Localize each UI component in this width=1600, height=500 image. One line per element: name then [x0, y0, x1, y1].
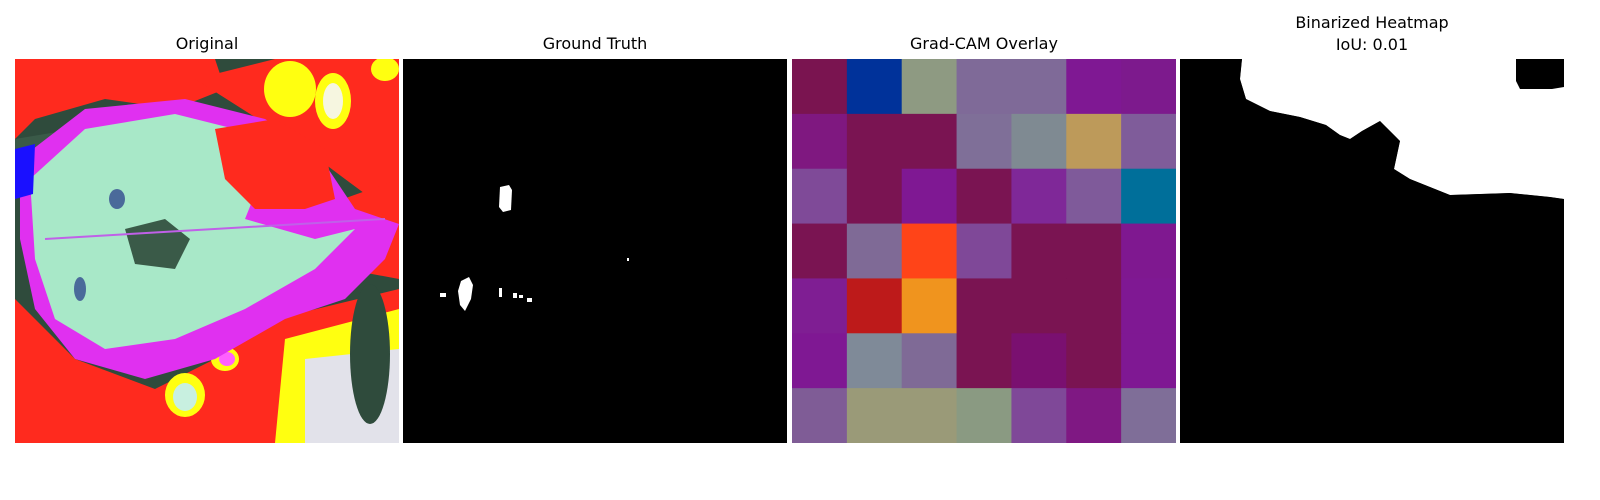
panel-ground-truth: Ground Truth — [403, 0, 787, 500]
gradcam-cell-3-1 — [846, 223, 903, 279]
gradcam-overlay — [792, 59, 1176, 443]
gradcam-cell-1-5 — [1066, 113, 1122, 170]
binarized-heatmap — [1180, 59, 1564, 443]
gradcam-cell-3-5 — [1066, 223, 1122, 279]
gradcam-cell-5-0 — [792, 333, 848, 389]
gradcam-cell-4-2 — [901, 278, 958, 334]
gradcam-cell-1-3 — [956, 113, 1012, 170]
gradcam-cell-3-4 — [1011, 223, 1067, 279]
gradcam-cell-0-4 — [1011, 59, 1067, 115]
panel-binarized: Binarized Heatmap IoU: 0.01 — [1180, 0, 1564, 500]
gradcam-cell-5-2 — [901, 333, 958, 389]
gradcam-cell-4-1 — [846, 278, 903, 334]
gradcam-cell-2-4 — [1011, 168, 1067, 225]
panel-original: Original — [15, 0, 399, 500]
gradcam-cell-6-0 — [792, 388, 848, 443]
gradcam-cell-6-1 — [846, 388, 903, 443]
gradcam-cell-5-6 — [1121, 333, 1176, 389]
gradcam-cell-2-6 — [1121, 168, 1176, 225]
gradcam-cell-0-3 — [956, 59, 1012, 115]
gradcam-cell-5-4 — [1011, 333, 1067, 389]
gradcam-cell-2-3 — [956, 168, 1012, 225]
gradcam-cell-0-6 — [1121, 59, 1176, 115]
gradcam-cell-1-1 — [846, 113, 903, 170]
gradcam-cell-1-6 — [1121, 113, 1176, 170]
gradcam-cell-0-5 — [1066, 59, 1122, 115]
gradcam-cell-5-5 — [1066, 333, 1122, 389]
panel-title-original: Original — [175, 34, 239, 53]
panel-subtitle-iou: IoU: 0.01 — [1335, 35, 1409, 54]
gradcam-cell-6-2 — [901, 388, 958, 443]
gradcam-cell-4-3 — [956, 278, 1012, 334]
gradcam-cell-1-0 — [792, 113, 848, 170]
gradcam-cell-0-2 — [901, 59, 958, 115]
gradcam-cell-6-5 — [1066, 388, 1122, 443]
panel-title-gradcam: Grad-CAM Overlay — [910, 34, 1058, 53]
gradcam-cell-2-2 — [901, 168, 958, 225]
gradcam-cell-0-1 — [846, 59, 903, 115]
gradcam-cell-5-1 — [846, 333, 903, 389]
gradcam-cell-3-3 — [956, 223, 1012, 279]
panel-title-ground-truth: Ground Truth — [542, 34, 648, 53]
gradcam-cell-2-1 — [846, 168, 903, 225]
gradcam-cell-6-4 — [1011, 388, 1067, 443]
gradcam-cell-0-0 — [792, 59, 848, 115]
gradcam-cell-6-6 — [1121, 388, 1176, 443]
gradcam-cell-4-4 — [1011, 278, 1067, 334]
gradcam-cell-6-3 — [956, 388, 1012, 443]
gradcam-cell-3-6 — [1121, 223, 1176, 279]
gradcam-cell-3-0 — [792, 223, 848, 279]
gradcam-cell-4-5 — [1066, 278, 1122, 334]
gradcam-cell-3-2 — [901, 223, 958, 279]
gradcam-cell-4-6 — [1121, 278, 1176, 334]
gradcam-cell-4-0 — [792, 278, 848, 334]
gradcam-cell-2-0 — [792, 168, 848, 225]
gradcam-cell-2-5 — [1066, 168, 1122, 225]
gradcam-cell-1-2 — [901, 113, 958, 170]
panel-title-binarized: Binarized Heatmap — [1295, 13, 1449, 32]
ground-truth-mask — [403, 59, 787, 443]
gradcam-cell-1-4 — [1011, 113, 1067, 170]
original-image — [15, 59, 399, 443]
gradcam-cell-5-3 — [956, 333, 1012, 389]
panel-gradcam: Grad-CAM Overlay — [792, 0, 1176, 500]
